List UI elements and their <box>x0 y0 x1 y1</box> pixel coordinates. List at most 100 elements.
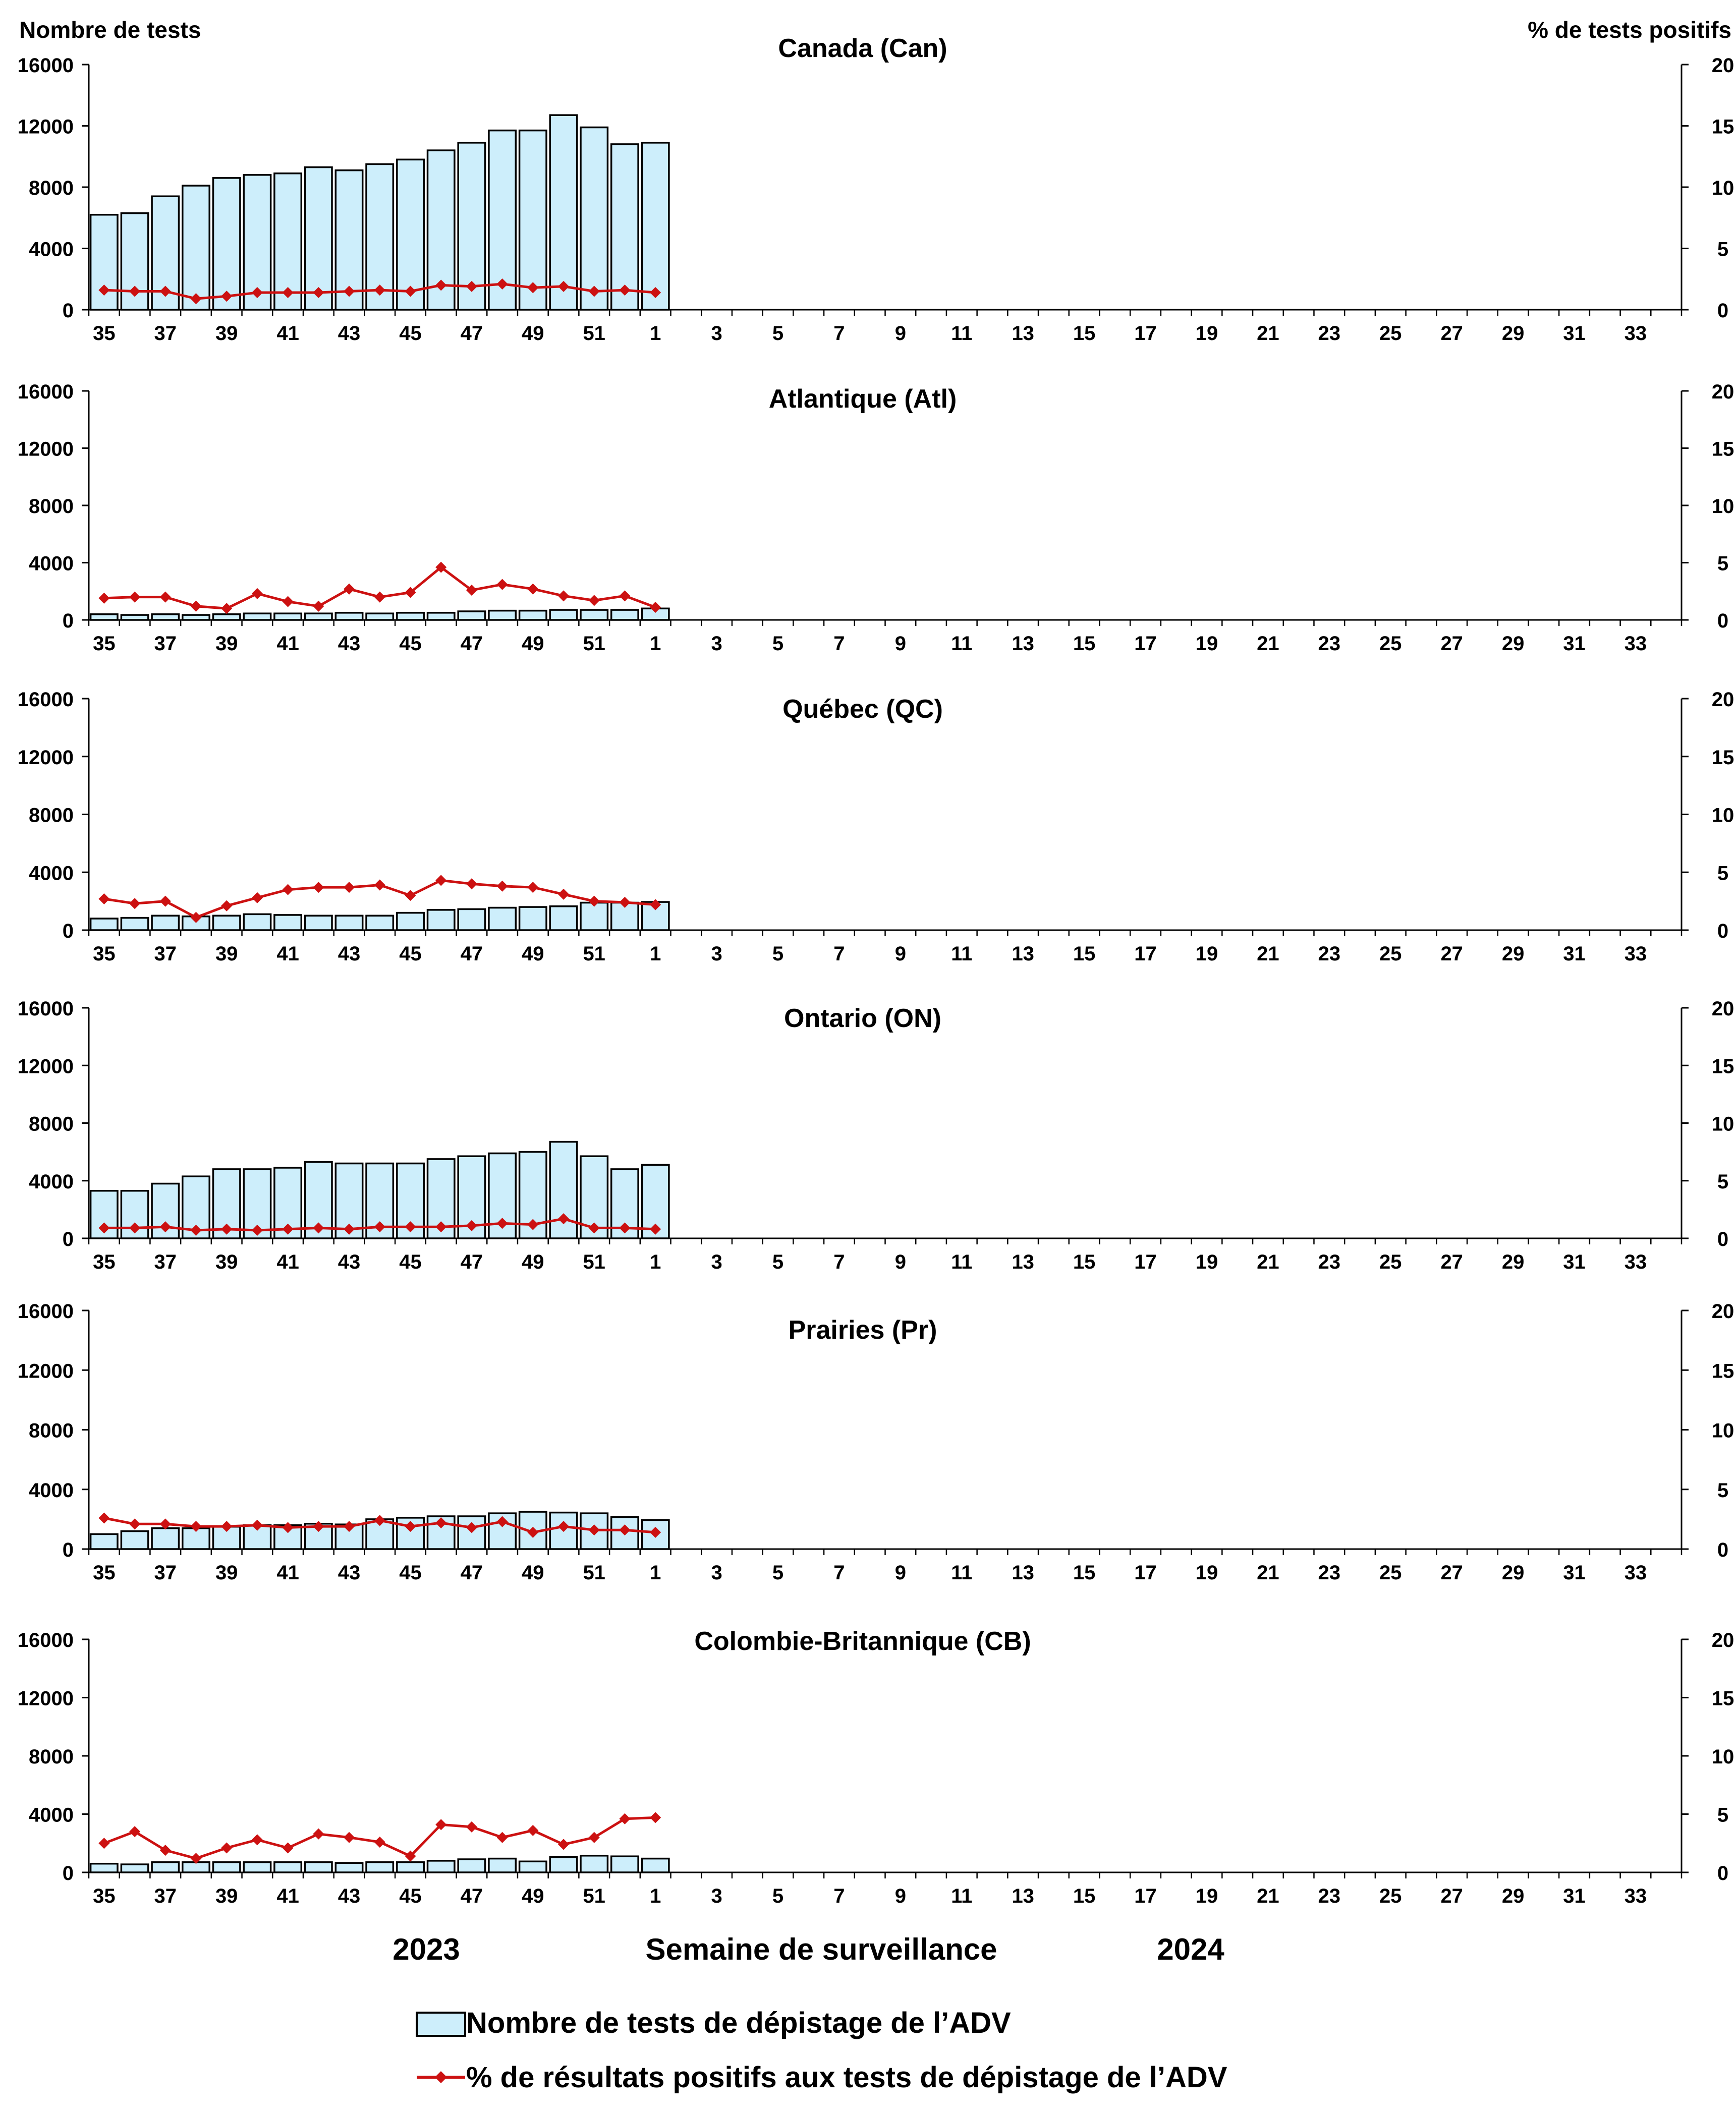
bar-week-44 <box>365 612 395 621</box>
x-tick-label: 13 <box>1012 1562 1034 1584</box>
panels: Canada (Can)0400080001200016000051015203… <box>18 34 1734 1907</box>
left-tick-label: 8000 <box>29 805 74 827</box>
bar-week-45 <box>396 911 425 931</box>
right-tick-label: 20 <box>1712 689 1734 711</box>
x-tick-label: 39 <box>215 322 238 345</box>
x-tick-label: 29 <box>1502 943 1525 965</box>
x-tick-label: 47 <box>461 943 483 965</box>
pct-point-week-40 <box>251 287 263 298</box>
right-tick-label: 15 <box>1712 1055 1734 1077</box>
x-tick-label: 13 <box>1012 322 1034 345</box>
left-tick-label: 0 <box>63 920 74 942</box>
x-tick-label: 5 <box>772 943 783 965</box>
x-tick-label: 15 <box>1073 633 1096 655</box>
pct-point-week-35 <box>98 1512 110 1524</box>
pct-point-week-41 <box>282 287 294 298</box>
x-tick-label: 47 <box>461 633 483 655</box>
panel-title: Québec (QC) <box>782 695 943 724</box>
pct-point-week-44 <box>374 591 385 603</box>
x-tick-label: 39 <box>215 1885 238 1907</box>
x-tick-label: 17 <box>1134 322 1157 345</box>
bar-week-35 <box>89 1533 119 1550</box>
pct-point-week-35 <box>98 1838 110 1849</box>
right-tick-label: 0 <box>1717 300 1728 322</box>
x-tick-label: 1 <box>650 943 661 965</box>
x-tick-label: 47 <box>461 322 483 345</box>
panel-1: Atlantique (Atl) 0 4000 8000 12000 16000 0 5 10 1… <box>18 381 1734 655</box>
x-tick-label: 21 <box>1257 633 1279 655</box>
pct-point-week-48 <box>496 278 508 290</box>
x-tick-label: 41 <box>276 943 299 965</box>
bar-week-1 <box>641 1519 670 1550</box>
left-tick-label: 4000 <box>29 553 74 575</box>
pct-point-week-43 <box>344 1521 355 1532</box>
left-tick-label: 0 <box>63 1228 74 1250</box>
bar-week-52 <box>610 609 639 621</box>
pct-point-week-45 <box>405 1221 416 1233</box>
x-axis-title: Semaine de surveillance <box>645 1932 997 1966</box>
right-tick-label: 10 <box>1712 177 1734 199</box>
bar-week-49 <box>518 609 547 621</box>
panel-4: Prairies (Pr)040008000120001600005101520… <box>18 1300 1734 1584</box>
x-tick-label: 33 <box>1625 1562 1647 1584</box>
bar-week-36 <box>120 1863 149 1873</box>
x-tick-label: 51 <box>583 322 605 345</box>
right-tick-label: 15 <box>1712 438 1734 461</box>
x-tick-label: 41 <box>276 1885 299 1907</box>
bar-week-36 <box>120 917 149 931</box>
x-tick-label: 3 <box>711 1251 722 1273</box>
bar-week-40 <box>243 612 272 621</box>
x-tick-label: 9 <box>895 633 906 655</box>
pct-point-week-40 <box>251 1519 263 1531</box>
x-tick-label: 19 <box>1196 1562 1218 1584</box>
bar-week-48 <box>488 1857 517 1873</box>
bar-week-46 <box>426 612 456 621</box>
bar-week-46 <box>426 1860 456 1873</box>
right-tick-label: 0 <box>1717 920 1728 942</box>
pct-point-week-39 <box>221 291 233 302</box>
pct-point-week-45 <box>405 1521 416 1532</box>
pct-point-week-48 <box>496 1218 508 1229</box>
pct-point-week-50 <box>558 280 570 292</box>
x-tick-label: 15 <box>1073 1562 1096 1584</box>
pct-point-week-51 <box>588 1524 600 1536</box>
pct-point-week-35 <box>98 284 110 296</box>
pct-point-week-48 <box>496 1516 508 1527</box>
x-tick-label: 3 <box>711 322 722 345</box>
pct-point-week-44 <box>374 1836 385 1848</box>
pct-point-week-44 <box>374 879 385 891</box>
pct-point-week-49 <box>527 1824 539 1836</box>
bar-week-47 <box>457 610 486 621</box>
x-tick-label: 51 <box>583 1562 605 1584</box>
x-tick-label: 41 <box>276 322 299 345</box>
pct-point-week-1 <box>650 899 661 910</box>
legend-bar-swatch <box>416 2012 466 2037</box>
pct-point-week-47 <box>466 1522 477 1533</box>
pct-point-week-47 <box>466 1821 477 1833</box>
pct-point-week-38 <box>190 293 202 305</box>
pct-point-week-35 <box>98 1222 110 1234</box>
right-tick-label: 15 <box>1712 747 1734 769</box>
pct-point-week-47 <box>466 584 477 596</box>
pct-point-week-52 <box>619 284 631 296</box>
x-tick-label: 35 <box>93 1885 116 1907</box>
x-tick-label: 45 <box>399 1251 422 1273</box>
bar-week-40 <box>243 913 272 931</box>
pct-point-week-49 <box>527 1219 539 1230</box>
x-tick-label: 45 <box>399 1885 422 1907</box>
bar-week-39 <box>212 1861 241 1873</box>
pct-point-week-45 <box>405 890 416 901</box>
left-tick-label: 16000 <box>18 998 74 1020</box>
pct-point-week-52 <box>619 590 631 602</box>
x-tick-label: 43 <box>338 1562 361 1584</box>
x-tick-label: 43 <box>338 1885 361 1907</box>
x-tick-label: 21 <box>1257 1251 1279 1273</box>
pct-point-week-36 <box>129 898 141 909</box>
pct-point-week-46 <box>435 279 447 291</box>
bar-week-42 <box>304 612 333 621</box>
bar-week-51 <box>580 609 609 621</box>
pct-point-week-48 <box>496 1832 508 1843</box>
x-tick-label: 21 <box>1257 1562 1279 1584</box>
x-tick-label: 1 <box>650 1251 661 1273</box>
x-tick-label: 51 <box>583 943 605 965</box>
